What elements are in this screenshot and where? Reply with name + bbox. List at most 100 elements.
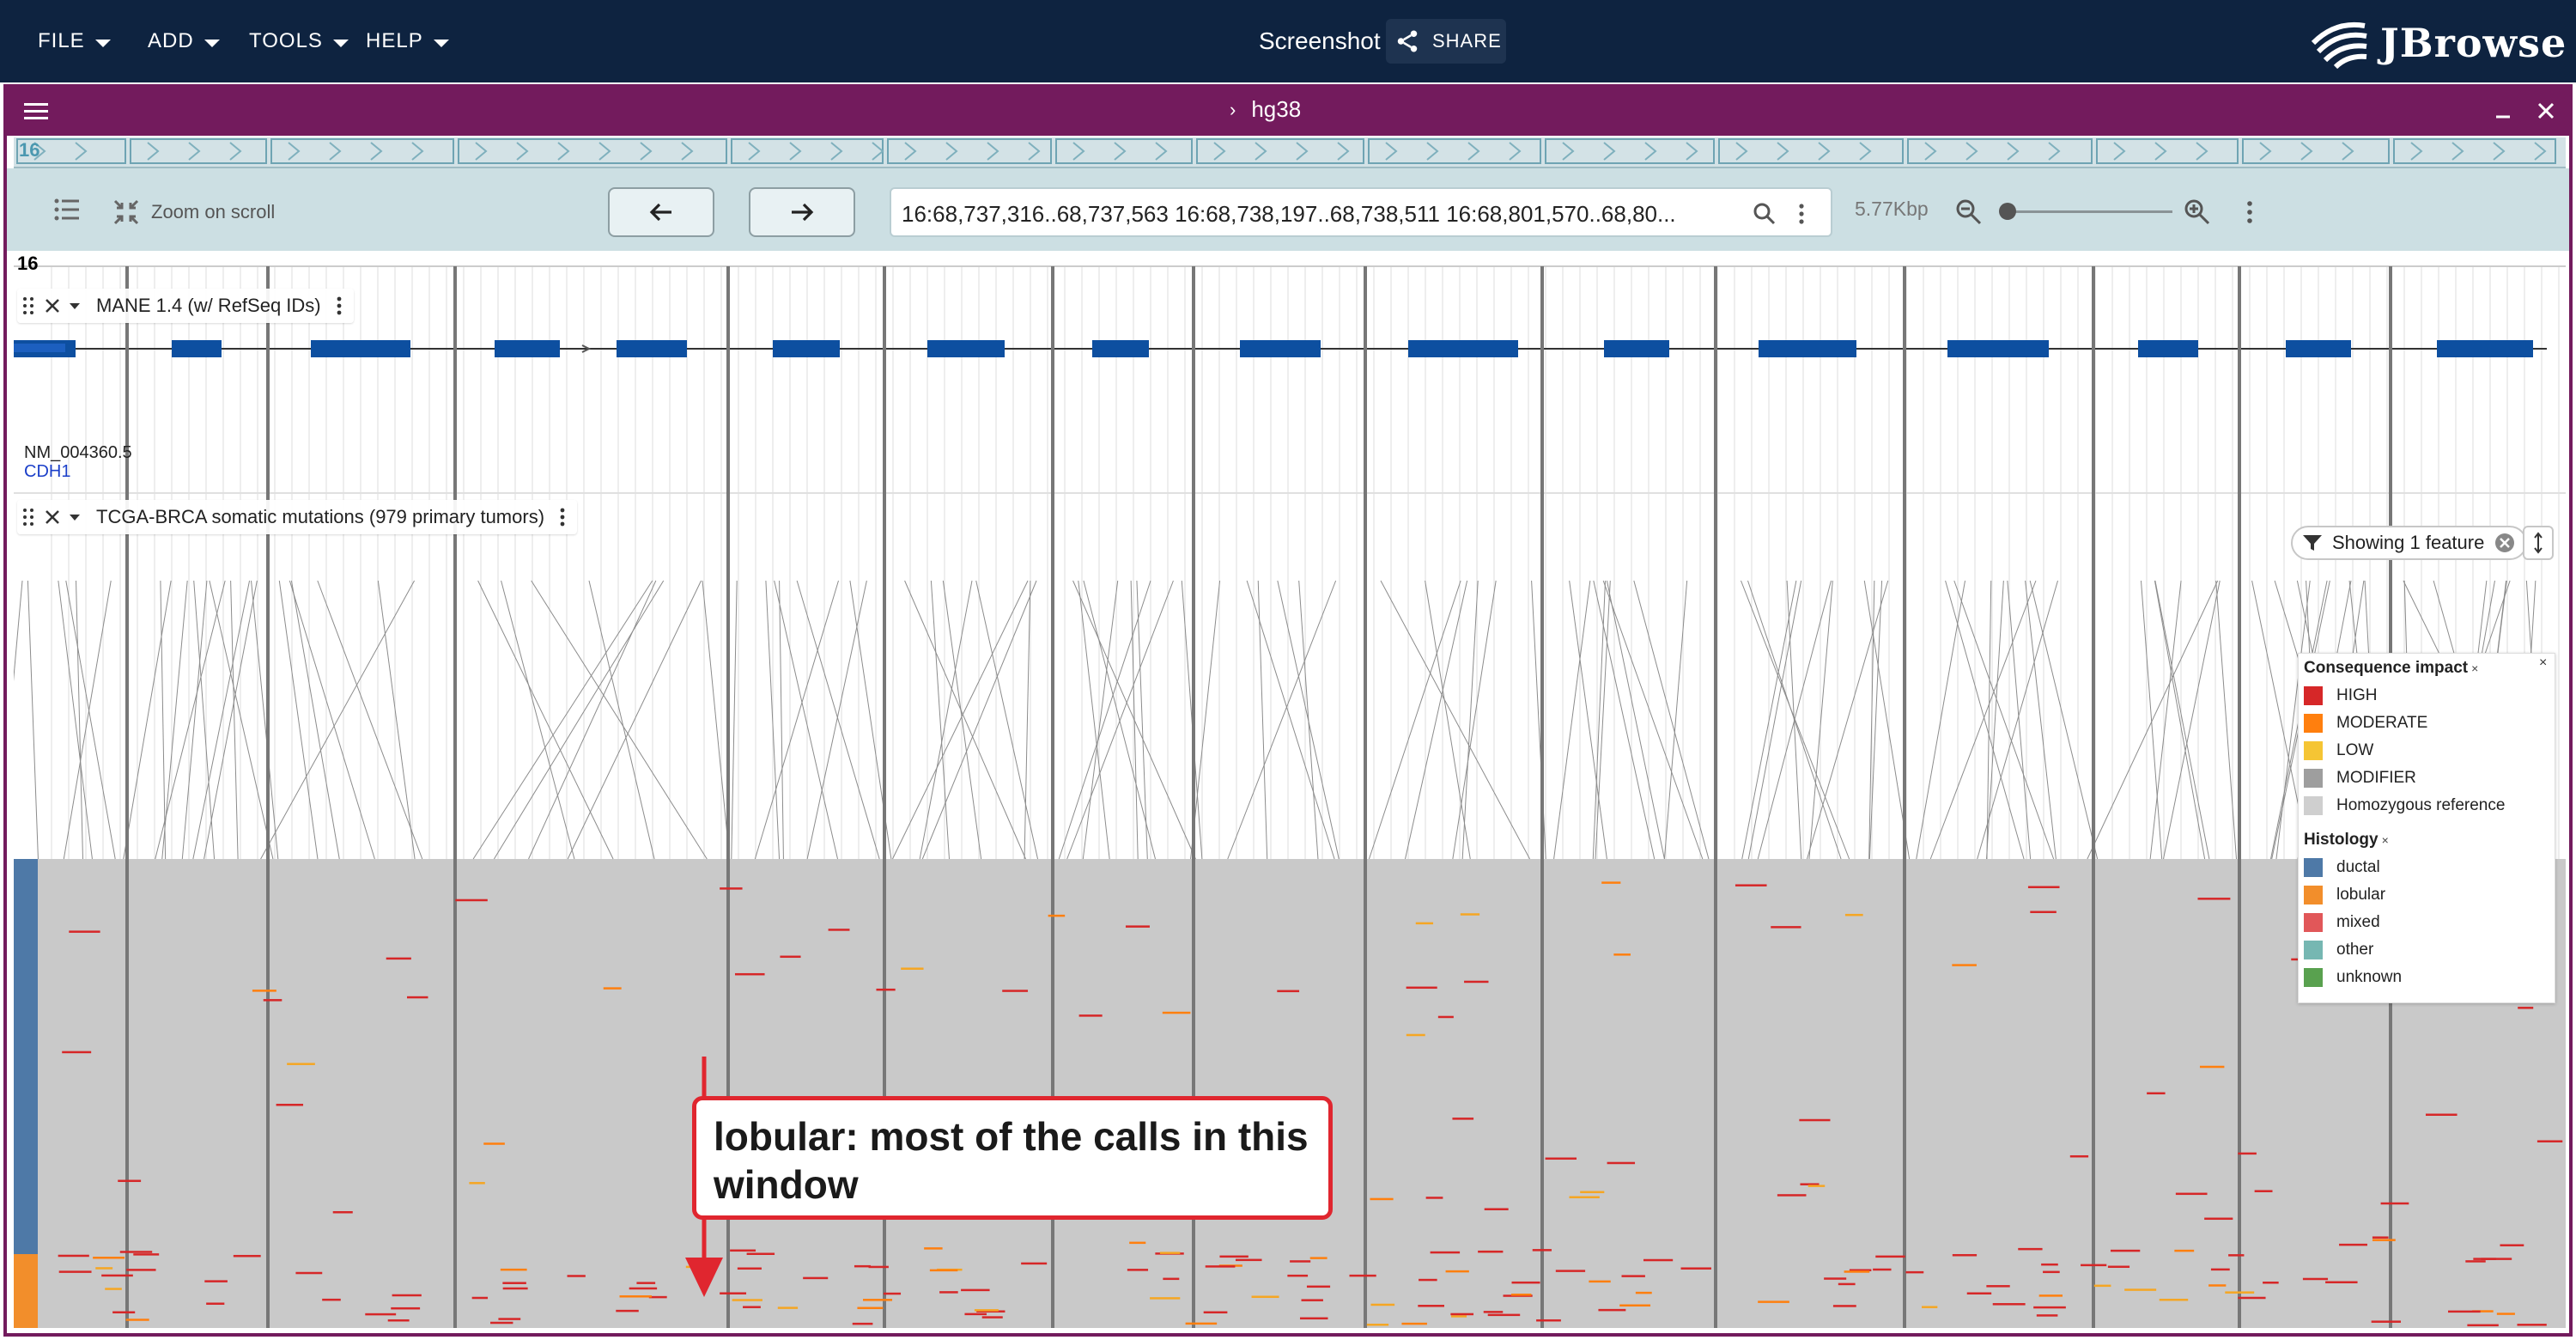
- zoom-slider-thumb[interactable]: [1999, 203, 2016, 220]
- variant-call: [455, 898, 488, 902]
- overview-strand-arrow: [1255, 142, 1267, 161]
- drag-handle-icon[interactable]: [22, 507, 34, 527]
- variant-call: [2204, 1217, 2233, 1221]
- variant-call: [1205, 1265, 1236, 1268]
- clear-filter-icon[interactable]: [2493, 531, 2517, 555]
- variant-call: [1619, 1304, 1651, 1307]
- overview-strand-arrow: [2451, 142, 2464, 161]
- overview-strand-arrow: [2196, 142, 2208, 161]
- overview-strand-arrow: [945, 142, 958, 161]
- close-legend-icon[interactable]: ×: [2539, 655, 2548, 670]
- variant-call: [2197, 898, 2231, 900]
- caret-down-icon: [332, 39, 349, 47]
- track-menu-icon[interactable]: [555, 506, 570, 528]
- caret-down-icon[interactable]: [62, 508, 88, 527]
- variant-connector: [58, 580, 93, 860]
- variant-connector: [160, 580, 167, 860]
- close-track-icon[interactable]: [43, 296, 62, 315]
- track-menu-icon[interactable]: [331, 295, 347, 317]
- overview-strand-arrow: [1562, 142, 1575, 161]
- menu-tools[interactable]: TOOLS: [249, 24, 349, 58]
- variant-connector: [1082, 580, 1119, 860]
- zoom-on-scroll-toggle[interactable]: Zoom on scroll: [112, 198, 275, 227]
- zoom-slider-track[interactable]: [2001, 210, 2172, 213]
- variant-call: [1824, 1277, 1847, 1280]
- pan-left-button[interactable]: [608, 187, 714, 237]
- variant-call: [1425, 1197, 1443, 1199]
- filter-icon: [2303, 535, 2322, 551]
- overview-block: [1368, 138, 1541, 164]
- legend-label: HIGH: [2336, 686, 2378, 704]
- menu-help[interactable]: HELP: [366, 24, 449, 58]
- gene-symbol[interactable]: CDH1: [24, 462, 71, 481]
- legend-label: MODIFIER: [2336, 769, 2416, 787]
- variant-call: [1484, 1208, 1509, 1210]
- overview-ruler[interactable]: 16: [14, 137, 2566, 168]
- track-selector-icon[interactable]: [52, 194, 82, 225]
- variant-call: [2033, 1306, 2066, 1309]
- variant-call: [964, 1313, 987, 1316]
- close-view-icon[interactable]: [2533, 98, 2559, 124]
- clear-impact-icon[interactable]: ×: [2471, 661, 2479, 675]
- clear-histology-icon[interactable]: ×: [2381, 833, 2389, 847]
- variant-call: [125, 1319, 149, 1321]
- exon: [1947, 340, 2049, 357]
- menu-file[interactable]: FILE: [38, 24, 111, 58]
- track-name-tcga: TCGA-BRCA somatic mutations (979 primary…: [96, 506, 545, 527]
- share-button[interactable]: SHARE: [1386, 19, 1506, 64]
- overview-block: [731, 138, 884, 164]
- zoom-out-icon[interactable]: [1954, 198, 1984, 227]
- location-input[interactable]: [900, 198, 1745, 230]
- overview-block: [887, 138, 1052, 164]
- zoom-in-icon[interactable]: [2183, 198, 2212, 227]
- menu-add[interactable]: ADD: [148, 24, 220, 58]
- close-track-icon[interactable]: [43, 508, 62, 527]
- variant-call: [1844, 913, 1863, 917]
- variant-call: [1129, 1241, 1146, 1245]
- overview-block: [1055, 138, 1193, 164]
- variant-call: [58, 1270, 92, 1273]
- menu-file-label: FILE: [38, 29, 85, 52]
- location-search-box[interactable]: [890, 187, 1832, 237]
- variant-call: [204, 1280, 228, 1282]
- variant-call: [1799, 1118, 1831, 1122]
- variant-connector: [1227, 580, 1337, 860]
- variant-call: [1078, 1014, 1103, 1017]
- variant-call: [1580, 1191, 1605, 1194]
- variant-call: [2425, 1113, 2458, 1116]
- transcript-name[interactable]: NM_004360.5: [24, 443, 132, 462]
- variant-connector: [76, 580, 83, 860]
- variant-call: [1370, 1303, 1395, 1306]
- drag-handle-icon[interactable]: [22, 295, 34, 316]
- search-icon[interactable]: [1752, 201, 1777, 227]
- variant-connector: [731, 580, 738, 860]
- variant-connector: [289, 580, 375, 860]
- exon: [172, 340, 222, 357]
- pan-right-button[interactable]: [749, 187, 855, 237]
- variant-call: [1771, 926, 1801, 929]
- variant-connector: [531, 580, 708, 860]
- view-options-icon[interactable]: [2241, 198, 2258, 227]
- variant-call: [2238, 1296, 2266, 1300]
- legend-item: MODERATE: [2304, 714, 2427, 733]
- minimize-icon[interactable]: [2490, 98, 2516, 124]
- track-height-button[interactable]: [2523, 526, 2554, 560]
- more-vert-icon[interactable]: [1793, 201, 1810, 227]
- overview-strand-arrow: [598, 142, 611, 161]
- overview-strand-arrow: [75, 142, 88, 161]
- variant-call: [1952, 964, 1977, 966]
- view-menu-icon[interactable]: [24, 103, 48, 120]
- variant-connector: [260, 580, 415, 860]
- variant-connector: [892, 580, 1029, 860]
- bp-per-view: 5.77Kbp: [1855, 198, 1929, 220]
- session-name[interactable]: Screenshot: [1259, 27, 1381, 54]
- variant-call: [876, 988, 896, 991]
- variant-call: [1555, 1270, 1586, 1272]
- caret-down-icon: [204, 39, 220, 47]
- caret-down-icon[interactable]: [62, 296, 88, 315]
- feature-filter-chip[interactable]: Showing 1 feature: [2291, 526, 2528, 560]
- variant-call: [69, 930, 100, 933]
- variant-call: [1545, 1157, 1577, 1160]
- variant-call: [2018, 1247, 2043, 1251]
- overview-strand-arrow: [987, 142, 999, 161]
